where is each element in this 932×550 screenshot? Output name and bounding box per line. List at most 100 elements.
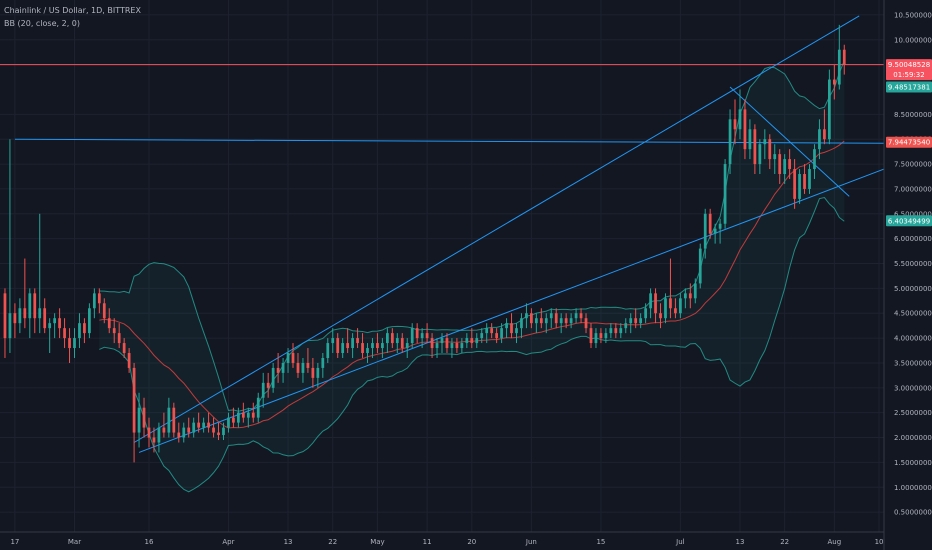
candle-body bbox=[520, 318, 523, 329]
candle-body bbox=[291, 353, 295, 363]
candle-body bbox=[450, 343, 454, 349]
candle bbox=[693, 278, 697, 304]
candle bbox=[246, 407, 250, 428]
candle bbox=[698, 243, 702, 289]
candle bbox=[654, 288, 657, 324]
price-tick-label: 4.50000000 bbox=[894, 310, 932, 318]
candle-body bbox=[659, 313, 662, 319]
candle-body bbox=[92, 293, 96, 309]
candle bbox=[758, 139, 762, 175]
price-tick-label: 3.00000000 bbox=[894, 384, 932, 392]
candle-body bbox=[83, 323, 86, 334]
candle bbox=[445, 333, 449, 354]
candle-body bbox=[102, 303, 106, 319]
time-axis[interactable]: 17 Mar 16 Apr 13 22 May 11 20 Jun 15 Jul 13 22 Aug 10 bbox=[0, 531, 884, 546]
candle bbox=[177, 422, 181, 443]
candle-body bbox=[564, 318, 568, 324]
candle-body bbox=[281, 362, 285, 373]
candle-body bbox=[400, 338, 404, 349]
candle-body bbox=[525, 313, 528, 319]
time-tick-label: 16 bbox=[145, 538, 154, 546]
candle bbox=[823, 109, 826, 145]
candle-body bbox=[534, 318, 538, 324]
candle-body bbox=[346, 343, 350, 349]
time-tick-label: Aug bbox=[828, 538, 842, 546]
candle-body bbox=[376, 343, 379, 349]
candle-body bbox=[693, 283, 697, 299]
time-tick-label: Jun bbox=[525, 538, 537, 546]
candle bbox=[227, 412, 230, 433]
candle bbox=[18, 298, 22, 334]
candle-body bbox=[832, 79, 836, 85]
candle bbox=[530, 308, 533, 329]
candle bbox=[306, 348, 310, 373]
price-axis[interactable]: 0.50000000 1.00000000 1.50000000 2.00000000… bbox=[883, 0, 932, 550]
candle bbox=[808, 164, 811, 194]
price-tag: 01:59:32 bbox=[886, 69, 932, 81]
symbol-title[interactable]: Chainlink / US Dollar, 1D, BITTREX bbox=[4, 6, 141, 15]
candle bbox=[728, 109, 732, 175]
price-tick-label: 2.00000000 bbox=[894, 434, 932, 442]
candle-body bbox=[147, 427, 151, 438]
candle-body bbox=[237, 412, 240, 423]
candle bbox=[207, 412, 210, 433]
candle-body bbox=[743, 109, 747, 150]
candle-body bbox=[137, 407, 141, 433]
horizontal-line-2[interactable] bbox=[14, 138, 885, 144]
candle bbox=[376, 333, 379, 354]
candle bbox=[569, 313, 573, 329]
candle bbox=[425, 323, 429, 344]
candle bbox=[554, 308, 558, 329]
candle-body bbox=[435, 343, 439, 349]
candle bbox=[117, 323, 121, 349]
candle-body bbox=[356, 338, 359, 344]
price-tick-label: 4.00000000 bbox=[894, 335, 932, 343]
candle bbox=[430, 333, 434, 358]
candle bbox=[609, 323, 613, 339]
candle bbox=[122, 338, 126, 358]
candle-body bbox=[783, 159, 787, 175]
candle bbox=[549, 308, 553, 329]
candle-body bbox=[326, 343, 330, 358]
candle-body bbox=[679, 298, 682, 314]
grid bbox=[0, 0, 884, 532]
candle bbox=[361, 333, 364, 358]
trend-line-3[interactable] bbox=[729, 86, 850, 197]
candle bbox=[256, 392, 260, 423]
candle bbox=[723, 159, 727, 229]
candle bbox=[813, 144, 816, 179]
candle-body bbox=[122, 343, 126, 354]
candle bbox=[271, 362, 275, 393]
candle-body bbox=[336, 338, 340, 354]
candle-body bbox=[301, 362, 305, 373]
candle-body bbox=[574, 313, 578, 319]
price-tick-label: 5.00000000 bbox=[894, 285, 932, 293]
candle-body bbox=[818, 129, 821, 150]
candle-body bbox=[723, 164, 727, 224]
candle bbox=[793, 159, 796, 209]
candle-body bbox=[808, 169, 811, 189]
candle bbox=[559, 313, 563, 334]
candle-body bbox=[440, 338, 444, 344]
time-tick-label: 13 bbox=[736, 538, 745, 546]
candle bbox=[708, 208, 712, 239]
trend-line-1[interactable] bbox=[133, 15, 860, 443]
candle-body bbox=[38, 308, 42, 319]
candle-body bbox=[614, 328, 618, 334]
candle-body bbox=[559, 318, 563, 324]
candle-body bbox=[837, 49, 841, 85]
candle bbox=[768, 134, 772, 170]
candle bbox=[465, 333, 469, 349]
indicator-title[interactable]: BB (20, close, 2, 0) bbox=[4, 19, 80, 28]
candle bbox=[659, 303, 662, 329]
candle-body bbox=[227, 417, 230, 428]
price-tag-label: 9.48517381 bbox=[888, 84, 930, 92]
price-tick-label: 7.00000000 bbox=[894, 185, 932, 193]
candle bbox=[212, 417, 215, 438]
candle-body bbox=[321, 357, 325, 368]
candle bbox=[395, 333, 399, 354]
candle-body bbox=[753, 129, 757, 165]
candle bbox=[773, 144, 777, 175]
candle bbox=[137, 392, 141, 448]
